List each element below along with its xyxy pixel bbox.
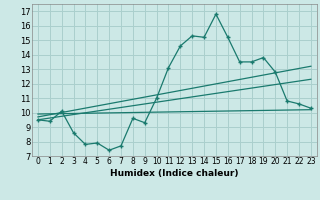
X-axis label: Humidex (Indice chaleur): Humidex (Indice chaleur) bbox=[110, 169, 239, 178]
